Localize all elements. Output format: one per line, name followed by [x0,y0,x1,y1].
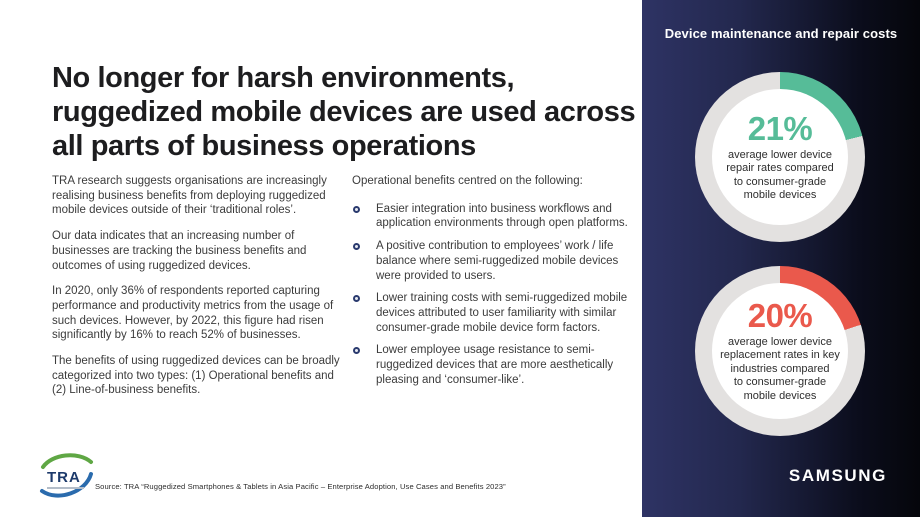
bullet-icon [353,243,360,251]
bullet-icon [353,205,360,213]
tra-logo-text: TRA [47,469,81,486]
list-item: Easier integration into business workflo… [352,202,634,231]
donut-hole: 20% average lower device replacement rat… [712,283,848,419]
donut-description: average lower device replacement rates i… [720,335,840,402]
bullet-intro: Operational benefits centred on the foll… [352,175,583,187]
panel-title: Device maintenance and repair costs [664,26,898,41]
list-item-text: Easier integration into business workflo… [376,202,628,230]
samsung-logo: SAMSUNG [788,466,887,485]
tra-logo-subline [47,487,84,489]
donut-percentage: 21% [747,109,813,147]
tra-logo: TRA [34,450,98,508]
paragraph: The benefits of using ruggedized devices… [52,355,340,397]
donut-percentage: 20% [747,296,813,334]
list-item-text: Lower employee usage resistance to semi-… [376,344,614,386]
donut-description: average lower device repair rates compar… [726,148,834,201]
body-column-right: Operational benefits centred on the foll… [352,174,634,395]
body-column-left: TRA research suggests organisations are … [52,174,342,409]
list-item: A positive contribution to employees’ wo… [352,239,634,283]
list-item: Lower training costs with semi-ruggedize… [352,291,634,335]
page-title: No longer for harsh environments, rugged… [52,62,636,163]
donut-hole: 21% average lower device repair rates co… [712,89,848,225]
bullet-icon [353,347,360,355]
list-item-text: Lower training costs with semi-ruggedize… [376,292,628,334]
tra-logo-swoosh-icon [40,453,93,498]
paragraph: TRA research suggests organisations are … [52,175,327,217]
list-item-text: A positive contribution to employees’ wo… [376,240,619,282]
operational-benefits-list: Easier integration into business workflo… [352,202,634,388]
paragraph: Our data indicates that an increasing nu… [52,230,307,272]
bullet-icon [353,295,360,303]
list-item: Lower employee usage resistance to semi-… [352,343,634,387]
paragraph: In 2020, only 36% of respondents reporte… [52,285,334,342]
source-citation: Source: TRA “Ruggedized Smartphones & Ta… [95,482,506,491]
donut-chart-replacement-rates: 20% average lower device replacement rat… [695,266,865,436]
donut-chart-repair-rates: 21% average lower device repair rates co… [695,72,865,242]
samsung-stats-panel: Device maintenance and repair costs 21% … [642,0,920,517]
